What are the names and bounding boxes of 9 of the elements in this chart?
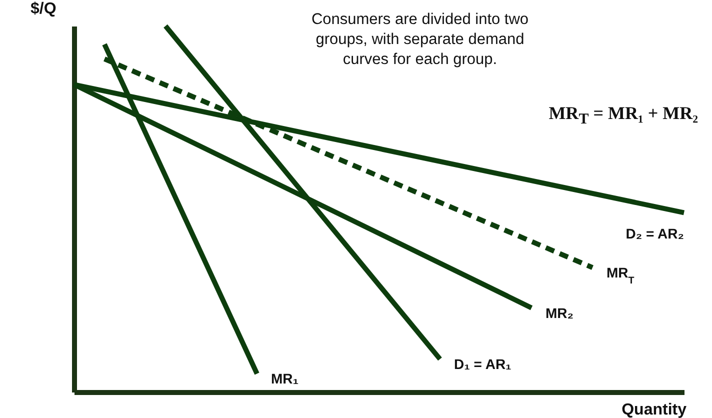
y-axis-title: $/Q <box>30 0 56 18</box>
annotation: Consumers are divided into two groups, with separate demand curves for each group. <box>310 10 530 70</box>
series-label: D₂ = AR₂ <box>626 226 684 242</box>
series-label: MR₁ <box>271 370 299 387</box>
series-label: MR$_{T}$ <box>606 264 634 286</box>
x-axis-title: Quantity <box>622 402 687 418</box>
series-label: MR₂ <box>546 304 574 321</box>
annotation: MR$_{T}$ = MR₁ + MR₂ <box>548 103 698 129</box>
series-label: D₁ = AR₁ <box>454 356 512 372</box>
